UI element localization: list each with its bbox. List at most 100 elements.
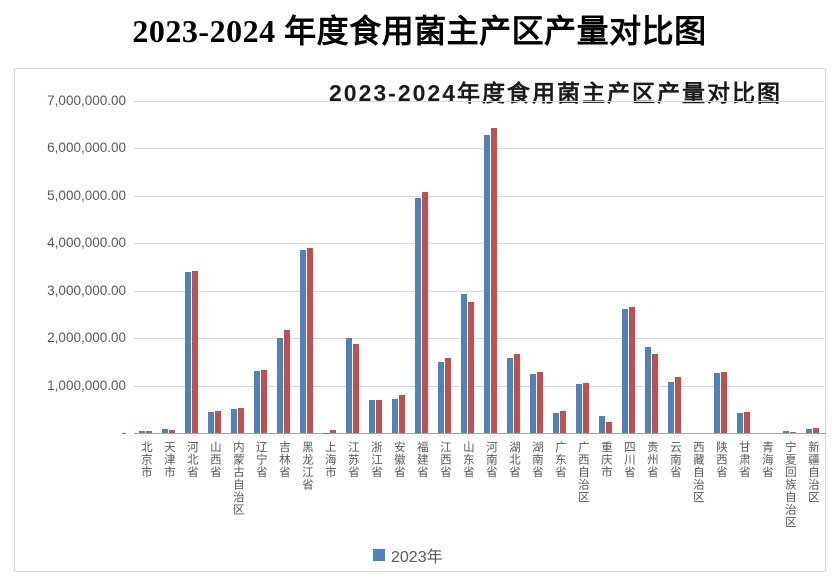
bar-2024[interactable] <box>560 411 566 433</box>
x-axis-cell: 云南省 <box>663 441 686 479</box>
bar-2023[interactable] <box>231 408 237 433</box>
bar-2024[interactable] <box>399 394 405 433</box>
bar-2023[interactable] <box>185 271 191 433</box>
bar-2023[interactable] <box>139 430 145 433</box>
legend-item-2023[interactable]: 2023年 <box>373 543 443 567</box>
bar-2023[interactable] <box>208 412 214 433</box>
x-axis-cell: 陕西省 <box>709 441 732 479</box>
bar-group <box>732 101 755 433</box>
bar-2024[interactable] <box>376 399 382 433</box>
bar-group <box>686 101 709 433</box>
bar-2024[interactable] <box>652 353 658 433</box>
x-axis-label: 广东省 <box>553 441 566 479</box>
bar-2023[interactable] <box>346 338 352 433</box>
legend[interactable]: 2023年 <box>373 543 443 567</box>
gridline <box>134 101 824 102</box>
plot-area <box>134 101 824 433</box>
bar-2023[interactable] <box>530 373 536 433</box>
bar-2023[interactable] <box>392 398 398 433</box>
x-axis-label: 青海省 <box>760 441 773 479</box>
bar-2023[interactable] <box>622 309 628 433</box>
x-axis-cell: 吉林省 <box>272 441 295 479</box>
bar-2023[interactable] <box>162 429 168 433</box>
bar-2024[interactable] <box>261 370 267 433</box>
bar-group <box>318 101 341 433</box>
bar-2023[interactable] <box>507 358 513 433</box>
x-axis-label: 广西自治区 <box>576 441 589 504</box>
bar-group <box>157 101 180 433</box>
bar-2024[interactable] <box>307 247 313 433</box>
bar-2023[interactable] <box>783 431 789 433</box>
x-axis-cell: 河北省 <box>180 441 203 479</box>
bar-2023[interactable] <box>714 372 720 433</box>
bar-2024[interactable] <box>675 377 681 433</box>
bar-2024[interactable] <box>606 421 612 433</box>
bar-2023[interactable] <box>806 428 812 433</box>
bar-group <box>410 101 433 433</box>
bar-2023[interactable] <box>737 412 743 433</box>
bar-group <box>295 101 318 433</box>
chart-frame[interactable]: 2023-2024年度食用菌主产区产量对比图 7,000,000.00 6,000… <box>14 68 826 572</box>
x-axis-label: 甘肃省 <box>737 441 750 479</box>
bar-2023[interactable] <box>415 198 421 433</box>
bar-2024[interactable] <box>583 382 589 433</box>
gridline <box>134 385 824 387</box>
bar-2023[interactable] <box>277 338 283 433</box>
page-title: 2023-2024 年度食用菌主产区产量对比图 <box>132 13 707 49</box>
x-axis-label: 安徽省 <box>392 441 405 479</box>
bar-2023[interactable] <box>438 361 444 433</box>
x-axis-label: 四川省 <box>622 441 635 479</box>
y-axis-tick-label: 2,000,000.00 <box>47 330 126 346</box>
bar-2024[interactable] <box>238 407 244 433</box>
bar-2023[interactable] <box>323 432 329 433</box>
x-axis-label: 河北省 <box>185 441 198 479</box>
bar-group <box>479 101 502 433</box>
bar-2024[interactable] <box>330 430 336 433</box>
bar-2023[interactable] <box>645 347 651 433</box>
bar-2023[interactable] <box>553 412 559 433</box>
x-axis-label: 内蒙古自治区 <box>231 441 244 516</box>
bar-group <box>203 101 226 433</box>
bar-2024[interactable] <box>422 192 428 433</box>
bar-2024[interactable] <box>353 344 359 433</box>
gridline <box>134 148 824 150</box>
x-axis-label: 天津市 <box>162 441 175 479</box>
x-axis-cell: 浙江省 <box>364 441 387 479</box>
bar-2024[interactable] <box>284 329 290 433</box>
bar-2023[interactable] <box>599 415 605 433</box>
bar-2024[interactable] <box>514 354 520 433</box>
bar-2024[interactable] <box>744 412 750 433</box>
bar-2023[interactable] <box>369 399 375 433</box>
bar-2024[interactable] <box>537 372 543 433</box>
bar-group <box>755 101 778 433</box>
bar-2024[interactable] <box>146 431 152 433</box>
y-axis-tick-label: 1,000,000.00 <box>47 377 126 393</box>
bar-2024[interactable] <box>491 128 497 433</box>
bar-group <box>387 101 410 433</box>
bar-2024[interactable] <box>721 372 727 433</box>
bar-2023[interactable] <box>668 381 674 433</box>
x-axis-cell: 青海省 <box>755 441 778 479</box>
bar-2023[interactable] <box>576 384 582 433</box>
bar-2024[interactable] <box>468 301 474 433</box>
x-axis-label: 西藏自治区 <box>691 441 704 504</box>
bar-2024[interactable] <box>445 357 451 433</box>
bar-2024[interactable] <box>169 429 175 433</box>
bar-2024[interactable] <box>215 410 221 433</box>
x-axis-cell: 福建省 <box>410 441 433 479</box>
bar-2023[interactable] <box>484 135 490 433</box>
bar-group <box>341 101 364 433</box>
x-axis-label: 云南省 <box>668 441 681 479</box>
bar-2023[interactable] <box>254 371 260 433</box>
bar-2024[interactable] <box>813 428 819 433</box>
y-axis-tick-label: 7,000,000.00 <box>47 93 126 108</box>
bar-group <box>663 101 686 433</box>
x-axis-cell: 江西省 <box>433 441 456 479</box>
bar-2024[interactable] <box>629 307 635 433</box>
bar-2023[interactable] <box>300 249 306 433</box>
bar-2024[interactable] <box>192 271 198 433</box>
bar-2023[interactable] <box>461 293 467 433</box>
x-axis-label: 辽宁省 <box>254 441 267 479</box>
bar-2024[interactable] <box>790 431 796 433</box>
y-axis-tick-label: 3,000,000.00 <box>47 282 126 298</box>
